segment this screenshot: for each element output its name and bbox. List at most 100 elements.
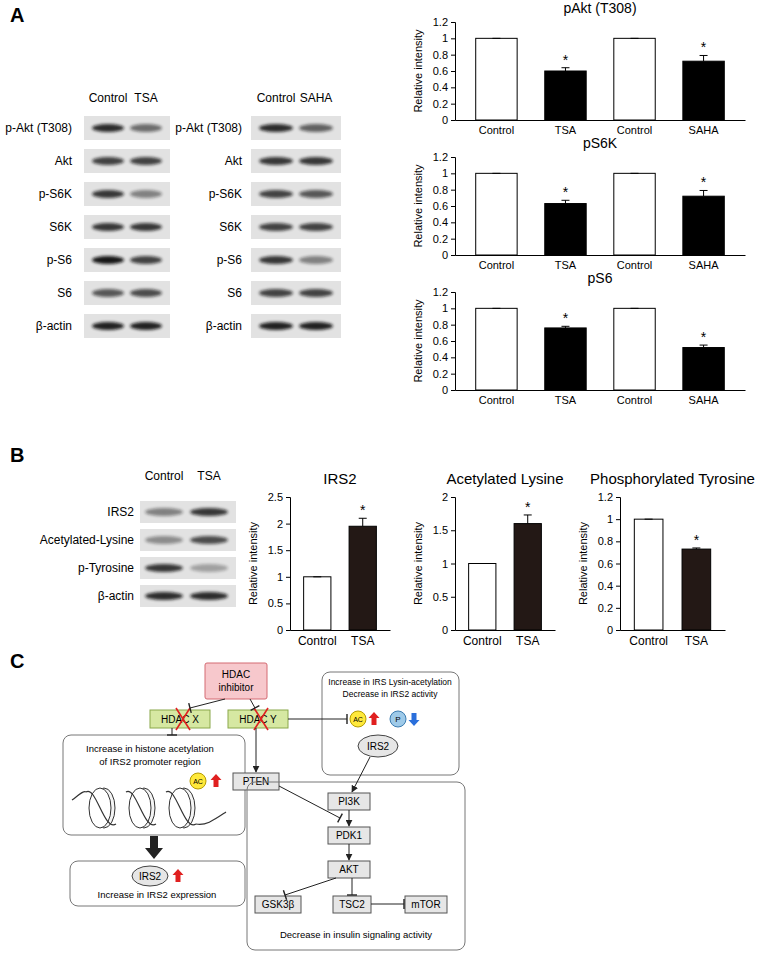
- tick-mark: [451, 38, 455, 39]
- tick: TSA: [685, 630, 708, 648]
- band: [259, 157, 293, 165]
- blot-background: [140, 501, 236, 523]
- bar: [476, 38, 517, 120]
- significance-mark: *: [525, 499, 531, 515]
- column-header: Control: [257, 91, 296, 105]
- tick: SAHA: [689, 255, 720, 271]
- blot-background: [84, 149, 170, 173]
- error-bar-cap: [492, 173, 500, 174]
- axis-title: Relative intensity: [412, 29, 424, 113]
- row-label: p-S6: [217, 253, 243, 267]
- node-label: AKT: [339, 864, 358, 875]
- tick-label: 0.6: [433, 65, 448, 77]
- tick: SAHA: [689, 390, 720, 406]
- tick: 1: [442, 302, 455, 314]
- tick-label: 2.5: [268, 491, 283, 503]
- inhibition-line: [172, 728, 173, 735]
- tick-label: 0: [277, 624, 283, 636]
- tick-mark: [286, 603, 290, 604]
- tick: 0.6: [433, 65, 455, 77]
- chart-title: pS6: [588, 270, 613, 286]
- tick: 1.2: [598, 491, 620, 503]
- error-bar: [561, 68, 569, 71]
- tick-label: 1: [442, 32, 448, 44]
- acetyl-mark: [190, 773, 206, 789]
- band: [299, 223, 333, 231]
- tick-mark: [451, 357, 455, 358]
- inhibition-line: [371, 904, 404, 905]
- tick-label: 0: [607, 624, 613, 636]
- error-bar: [492, 173, 500, 174]
- tick-label: 0: [442, 249, 448, 261]
- node-label: PI3K: [338, 796, 360, 807]
- inhibition-bar: [403, 899, 404, 909]
- error-bar: [478, 563, 486, 564]
- tick-mark: [616, 586, 620, 587]
- bar: [683, 196, 724, 255]
- node-label: GSK3β: [262, 899, 295, 910]
- column-header: Control: [89, 91, 128, 105]
- band: [190, 564, 228, 572]
- plot-area: [634, 519, 710, 630]
- tick-label: 0: [442, 114, 448, 126]
- box-text: Increase in IRS Lysin-acetylation: [328, 677, 452, 687]
- axis-line: [451, 23, 456, 121]
- plot-area: [304, 518, 377, 630]
- dna: [126, 791, 156, 825]
- blot-background: [251, 182, 341, 206]
- node-box: [405, 896, 447, 913]
- blot-background: [140, 585, 236, 607]
- dna: [72, 791, 226, 824]
- tick: 1.5: [268, 544, 290, 556]
- x-axis: ControlTSAControlSAHA: [456, 255, 746, 271]
- diagram: HDACinhibitorHDAC XHDAC YIncrease in his…: [63, 663, 465, 950]
- error-bar: [492, 308, 500, 309]
- tick: 0: [607, 624, 620, 636]
- row-label: β-actin: [206, 319, 242, 333]
- increase-arrow: [369, 712, 380, 725]
- band: [259, 190, 293, 198]
- error-bar: [645, 519, 653, 520]
- row-label: IRS2: [107, 505, 134, 519]
- tick: 0.4: [433, 81, 455, 93]
- inhibition-line: [279, 786, 340, 818]
- tick: 0.4: [433, 351, 455, 363]
- tick-label: 0.2: [433, 98, 448, 110]
- axis-line: [286, 498, 291, 631]
- tick-label: 0.6: [598, 558, 613, 570]
- tick: 1: [277, 571, 290, 583]
- box-text: Increase in IRS2 expression: [98, 889, 217, 900]
- bar: [634, 519, 663, 630]
- protein: [358, 735, 398, 757]
- band: [145, 564, 183, 572]
- row-label: p-S6K: [209, 187, 242, 201]
- tick-mark: [451, 497, 455, 498]
- band: [190, 536, 228, 544]
- acetyl-label: AC: [353, 716, 363, 723]
- bar-chart: IRS2Relative intensity*00.511.522.5Contr…: [247, 470, 391, 648]
- band: [130, 223, 162, 231]
- panel-label: B: [10, 444, 24, 466]
- tick: 2: [442, 491, 455, 503]
- figure: ABCControlTSAp-Akt (T308)Aktp-S6KS6Kp-S6…: [0, 0, 763, 959]
- tick-label: 1: [442, 167, 448, 179]
- tick: 0.4: [598, 580, 620, 592]
- tick-label: Control: [479, 394, 514, 406]
- row-label: Akt: [55, 154, 73, 168]
- tick-mark: [451, 206, 455, 207]
- row-label: S6K: [49, 220, 72, 234]
- tick-label: TSA: [555, 259, 577, 271]
- tick: 0: [442, 114, 455, 126]
- band: [145, 536, 183, 544]
- tick: 1.2: [433, 286, 455, 298]
- tick-mark: [451, 222, 455, 223]
- y-axis: 00.20.40.60.811.2: [598, 491, 621, 636]
- band: [130, 256, 162, 264]
- arrow: [256, 728, 257, 772]
- error-bar-cap: [631, 38, 639, 39]
- tick-label: 0.8: [433, 49, 448, 61]
- inhibition-bar: [346, 714, 347, 724]
- error-bar: [492, 38, 500, 39]
- tick-label: 0.8: [598, 535, 613, 547]
- tick-mark: [451, 104, 455, 105]
